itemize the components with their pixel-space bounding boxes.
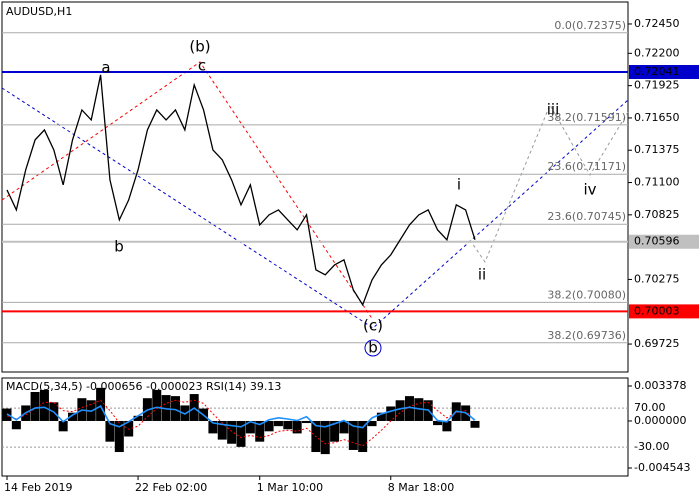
y-tick-label: 0.70825 xyxy=(634,208,680,221)
macd-bar xyxy=(330,420,340,442)
wave-label: b xyxy=(368,339,378,357)
wave-label: c xyxy=(198,57,206,75)
macd-bar xyxy=(152,389,162,421)
y-tick-label: 0.71650 xyxy=(634,111,680,124)
x-tick-label: 14 Feb 2019 xyxy=(4,481,72,494)
fib-label: 0.0(0.72375) xyxy=(554,19,626,32)
macd-bar xyxy=(245,420,255,434)
macd-bar xyxy=(105,420,115,442)
macd-bar xyxy=(68,412,78,421)
price-tag xyxy=(629,65,699,80)
macd-bar xyxy=(302,420,312,424)
macd-bar xyxy=(442,420,452,432)
macd-bar xyxy=(348,420,358,450)
macd-bar xyxy=(273,420,283,427)
macd-bar xyxy=(236,420,246,447)
y-tick-label: 0.72450 xyxy=(634,17,680,30)
macd-bar xyxy=(39,389,49,421)
macd-bar xyxy=(133,415,143,421)
macd-bar xyxy=(358,420,368,453)
macd-bar xyxy=(58,420,68,432)
price-tag xyxy=(629,234,699,249)
macd-bar xyxy=(170,396,180,421)
indicator-frame xyxy=(1,377,629,477)
macd-bar xyxy=(30,391,40,421)
wave-label: ii xyxy=(478,266,486,284)
price-tag-label: 0.70003 xyxy=(634,304,680,317)
wave-label: b xyxy=(114,238,124,256)
y2-tick-label: -30.00 xyxy=(634,440,669,453)
macd-bar xyxy=(227,420,237,444)
macd-bar xyxy=(11,420,21,430)
macd-bar xyxy=(283,420,293,430)
y-tick-label: 0.70275 xyxy=(634,272,680,285)
wave-label: a xyxy=(101,59,110,77)
macd-bar xyxy=(470,420,480,428)
macd-bar xyxy=(339,420,349,434)
fib-label: 38.2(0.69736) xyxy=(547,329,626,342)
macd-bar xyxy=(320,420,330,455)
wave-label: iii xyxy=(547,101,560,119)
projection xyxy=(469,103,629,264)
wave-label: i xyxy=(457,176,461,194)
y-tick-label: 0.71925 xyxy=(634,79,680,92)
y-tick-label: 0.72200 xyxy=(634,46,680,59)
macd-bar xyxy=(264,420,274,432)
chart-title: AUDUSD,H1 xyxy=(6,5,72,18)
macd-bar xyxy=(404,396,414,421)
indicator-title: MACD(5,34,5) -0.000656 -0.000023 RSI(14)… xyxy=(6,380,281,393)
fib-label: 38.2(0.70080) xyxy=(547,288,626,301)
macd-bar xyxy=(433,420,443,426)
fib-label: 23.6(0.71171) xyxy=(547,160,626,173)
wave-lines xyxy=(1,61,629,329)
wave-label: (c) xyxy=(363,317,383,335)
macd-bar xyxy=(114,420,124,453)
y-tick-label: 0.71100 xyxy=(634,176,680,189)
price-tag-label: 0.72041 xyxy=(634,65,680,78)
macd-bar xyxy=(96,387,106,421)
y-tick-label: 0.003378 xyxy=(634,379,687,392)
x-tick-label: 1 Mar 10:00 xyxy=(257,481,323,494)
price-tag xyxy=(629,304,699,319)
signal-line xyxy=(6,399,476,447)
price-tag-label: 0.70596 xyxy=(634,235,680,248)
macd-bar xyxy=(386,406,396,421)
y2-tick-label: 70.00 xyxy=(634,401,666,414)
wave-circle xyxy=(364,339,382,357)
fib-label: 38.2(0.71591) xyxy=(547,111,626,124)
x-tick-label: 22 Feb 02:00 xyxy=(135,481,207,494)
plot-area xyxy=(1,1,629,477)
y-tick-label: -0.004543 xyxy=(634,461,690,474)
wave-label: (b) xyxy=(189,38,210,56)
macd-bar xyxy=(367,420,377,427)
wave-label: iv xyxy=(583,181,596,199)
macd-bar xyxy=(217,420,227,440)
y-tick-label: 0.000000 xyxy=(634,414,687,427)
y-tick-label: 0.69725 xyxy=(634,337,680,350)
macd-bar xyxy=(208,420,218,434)
macd-bar xyxy=(376,412,386,421)
fib-label: 23.6(0.70745) xyxy=(547,210,626,223)
red-wave xyxy=(1,61,374,321)
x-tick-label: 8 Mar 18:00 xyxy=(388,481,454,494)
y-tick-label: 0.71375 xyxy=(634,143,680,156)
macd-bar xyxy=(292,420,302,434)
macd-bar xyxy=(395,400,405,421)
main-frame xyxy=(1,1,629,373)
macd-bar xyxy=(255,420,265,442)
price-line-series xyxy=(6,74,476,307)
rsi-line xyxy=(6,405,476,429)
macd-bar xyxy=(161,395,171,421)
